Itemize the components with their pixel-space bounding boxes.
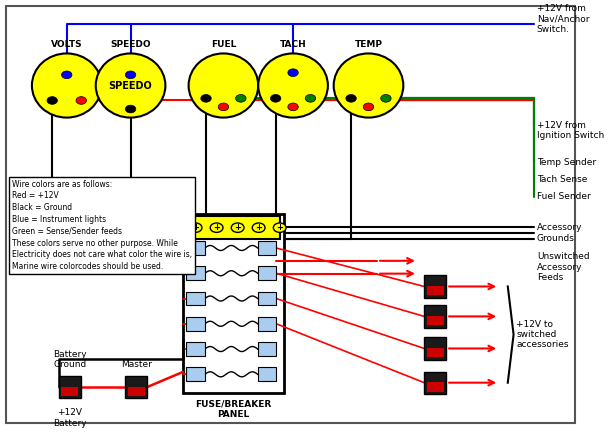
Ellipse shape bbox=[95, 54, 165, 118]
Circle shape bbox=[346, 95, 356, 102]
Ellipse shape bbox=[258, 54, 328, 118]
Text: +: + bbox=[213, 223, 220, 232]
Text: TACH: TACH bbox=[280, 40, 307, 49]
Text: SPEEDO: SPEEDO bbox=[109, 80, 152, 91]
Circle shape bbox=[288, 69, 298, 76]
Text: Unswitched
Accessory
Feeds: Unswitched Accessory Feeds bbox=[537, 252, 589, 282]
Bar bbox=[258, 292, 276, 305]
Bar bbox=[258, 368, 276, 381]
Bar bbox=[125, 376, 147, 398]
Ellipse shape bbox=[32, 54, 102, 118]
Text: +: + bbox=[255, 223, 262, 232]
Circle shape bbox=[189, 223, 202, 232]
Bar bbox=[427, 316, 444, 325]
Text: +: + bbox=[192, 223, 199, 232]
Text: TEMP: TEMP bbox=[354, 40, 382, 49]
Ellipse shape bbox=[334, 54, 403, 118]
Text: +: + bbox=[276, 223, 283, 232]
Bar bbox=[186, 342, 205, 356]
Bar bbox=[183, 214, 285, 394]
Circle shape bbox=[125, 71, 136, 79]
Circle shape bbox=[231, 223, 244, 232]
Circle shape bbox=[210, 223, 223, 232]
Text: VOLTS: VOLTS bbox=[51, 40, 83, 49]
Circle shape bbox=[305, 95, 316, 102]
Circle shape bbox=[76, 97, 86, 104]
Circle shape bbox=[236, 95, 246, 102]
Bar bbox=[186, 267, 205, 280]
Text: SPEEDO: SPEEDO bbox=[110, 40, 151, 49]
Bar bbox=[258, 267, 276, 280]
Text: Battery
Ground: Battery Ground bbox=[53, 349, 86, 369]
Circle shape bbox=[271, 95, 281, 102]
Bar bbox=[427, 348, 444, 357]
Text: Wire colors are as follows:
Red = +12V
Black = Ground
Blue = Instrument lights
G: Wire colors are as follows: Red = +12V B… bbox=[12, 180, 192, 271]
Text: +12V from
Ignition Switch: +12V from Ignition Switch bbox=[537, 121, 604, 140]
Bar bbox=[424, 372, 446, 394]
Bar bbox=[258, 317, 276, 330]
Bar bbox=[186, 317, 205, 330]
Bar bbox=[258, 342, 276, 356]
Circle shape bbox=[288, 103, 298, 111]
Bar bbox=[128, 387, 145, 396]
Text: +12V from
Nav/Anchor
Switch.: +12V from Nav/Anchor Switch. bbox=[537, 4, 589, 34]
Bar bbox=[186, 368, 205, 381]
Text: +12V to
switched
accessories: +12V to switched accessories bbox=[517, 320, 569, 349]
Circle shape bbox=[47, 97, 58, 104]
Bar bbox=[258, 241, 276, 255]
Text: FUSE/BREAKER
PANEL: FUSE/BREAKER PANEL bbox=[195, 400, 272, 419]
Circle shape bbox=[381, 95, 391, 102]
Text: Tach Sense: Tach Sense bbox=[537, 175, 587, 184]
Bar bbox=[427, 382, 444, 392]
Ellipse shape bbox=[188, 54, 258, 118]
Circle shape bbox=[364, 103, 374, 111]
Text: Fuel Sender: Fuel Sender bbox=[537, 192, 591, 201]
Circle shape bbox=[201, 95, 211, 102]
Bar bbox=[187, 216, 280, 239]
Text: Temp Sender: Temp Sender bbox=[537, 158, 596, 167]
Text: +: + bbox=[234, 223, 241, 232]
Circle shape bbox=[125, 105, 136, 113]
Bar bbox=[186, 292, 205, 305]
Text: Accessory
Grounds: Accessory Grounds bbox=[537, 223, 582, 243]
Circle shape bbox=[274, 223, 286, 232]
Circle shape bbox=[218, 103, 229, 111]
Bar bbox=[424, 305, 446, 327]
Text: +12V
Battery: +12V Battery bbox=[53, 408, 86, 428]
Circle shape bbox=[252, 223, 265, 232]
Text: Master: Master bbox=[121, 360, 152, 369]
Bar bbox=[61, 387, 78, 396]
Bar bbox=[424, 275, 446, 298]
Bar bbox=[186, 241, 205, 255]
Bar bbox=[59, 376, 81, 398]
Bar bbox=[424, 337, 446, 359]
Text: FUEL: FUEL bbox=[211, 40, 236, 49]
Bar bbox=[427, 286, 444, 295]
Circle shape bbox=[62, 71, 72, 79]
